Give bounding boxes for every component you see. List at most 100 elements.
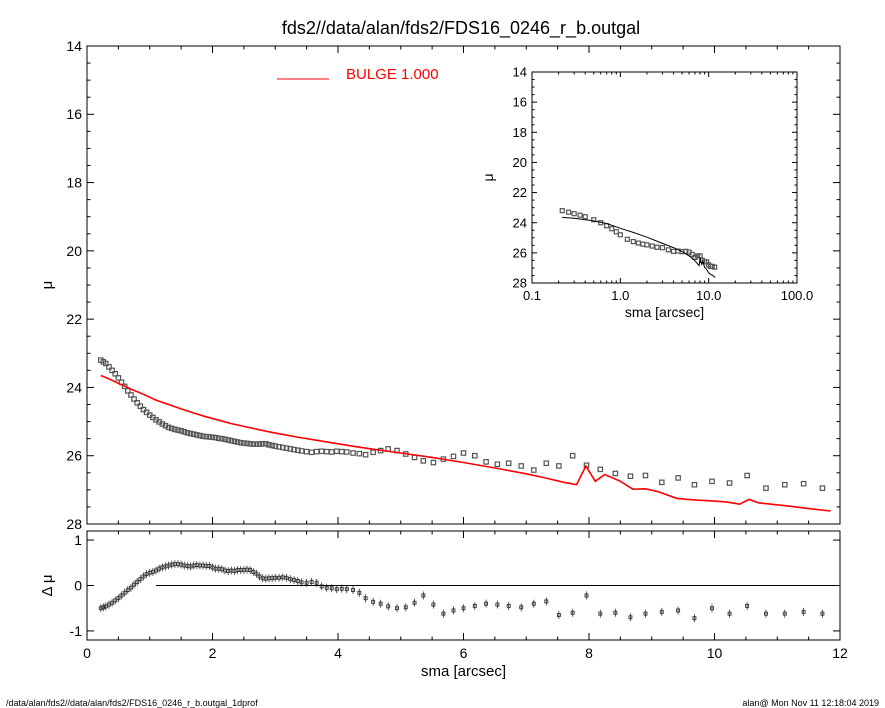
residual-point — [506, 603, 511, 608]
data-point — [194, 432, 200, 438]
data-point — [212, 434, 219, 441]
data-point — [287, 446, 294, 452]
y-tick-label: -1 — [70, 623, 83, 639]
data-point — [450, 453, 457, 460]
data-point — [181, 429, 188, 435]
residual-point — [254, 571, 259, 576]
residual-point — [292, 578, 297, 582]
data-point — [241, 440, 247, 446]
data-point — [654, 244, 660, 250]
data-point — [483, 459, 489, 465]
data-point — [272, 443, 279, 449]
data-point — [165, 424, 172, 431]
data-point — [763, 485, 769, 491]
residual-point — [519, 605, 524, 610]
data-point — [124, 388, 131, 394]
x-tick-label: 100.0 — [781, 288, 814, 303]
data-point — [256, 441, 263, 447]
data-point — [460, 450, 467, 456]
residual-point — [319, 584, 324, 589]
data-point — [649, 243, 655, 249]
data-point — [308, 449, 315, 456]
y-axis-label: μ — [480, 173, 496, 181]
residual-point — [116, 596, 121, 601]
residual-point — [288, 577, 293, 582]
data-point — [712, 264, 718, 270]
data-point — [219, 435, 225, 442]
data-point — [569, 452, 576, 459]
data-point — [175, 427, 181, 433]
residual-point — [351, 588, 356, 592]
footer-filepath: /data/alan/fds2//data/alan/fds2/FDS16_02… — [6, 698, 258, 708]
residual-point — [280, 575, 285, 580]
residual-point — [598, 611, 603, 616]
residual-point — [727, 611, 732, 616]
data-point — [624, 236, 630, 242]
residual-point — [628, 615, 633, 620]
residual-point — [643, 611, 648, 616]
data-point — [577, 212, 583, 218]
data-point — [350, 450, 356, 456]
data-point — [613, 229, 619, 235]
model-curve — [562, 216, 716, 278]
data-point — [430, 459, 437, 466]
data-point — [190, 431, 197, 438]
data-point — [228, 437, 235, 444]
data-point — [665, 247, 671, 253]
residual-point — [110, 600, 115, 605]
data-point — [244, 440, 250, 447]
data-point — [356, 450, 363, 457]
data-point — [691, 481, 698, 488]
residual-point — [128, 585, 133, 590]
data-point — [276, 444, 282, 450]
x-tick-label: 12 — [832, 645, 848, 661]
residual-point — [692, 616, 697, 621]
x-tick-label: 1.0 — [611, 288, 629, 303]
data-point — [283, 445, 290, 452]
data-point — [627, 473, 634, 480]
data-point — [640, 241, 646, 247]
residual-point — [344, 587, 349, 592]
model-curve — [100, 374, 831, 512]
data-point — [115, 375, 122, 381]
data-point — [225, 437, 231, 443]
residual-point — [676, 608, 681, 613]
y-tick-label: 24 — [513, 215, 527, 230]
data-point — [106, 364, 112, 370]
legend-label: BULGE 1.000 — [346, 66, 439, 83]
y-tick-label: 16 — [66, 106, 82, 122]
residual-point — [801, 609, 806, 614]
residual-point — [314, 580, 319, 585]
y-tick-label: 18 — [66, 174, 82, 190]
residual-point — [403, 605, 408, 610]
data-point — [635, 240, 641, 246]
data-point — [642, 472, 649, 479]
x-tick-label: 4 — [334, 645, 342, 661]
y-axis-label: μ — [39, 281, 56, 290]
data-point — [103, 360, 109, 367]
data-point — [313, 448, 320, 455]
residual-point — [334, 587, 339, 592]
data-point — [800, 480, 807, 487]
residual-point — [386, 604, 391, 609]
data-point — [172, 426, 178, 433]
data-point — [518, 463, 525, 469]
residual-point — [339, 586, 344, 591]
residual-point — [745, 603, 750, 608]
x-tick-label: 0 — [83, 645, 91, 661]
data-point — [298, 448, 305, 454]
data-point — [582, 214, 588, 220]
data-point — [617, 232, 623, 238]
residual-point — [363, 596, 368, 601]
data-point — [128, 392, 134, 398]
data-point — [659, 245, 666, 251]
residual-point — [441, 611, 446, 616]
x-axis-label: sma [arcsec] — [421, 663, 506, 680]
data-point — [222, 436, 228, 443]
residual-point — [764, 611, 768, 616]
plot-frame — [531, 71, 798, 284]
data-point — [318, 448, 325, 455]
data-point — [323, 448, 330, 455]
data-point — [187, 430, 194, 437]
y-tick-label: 14 — [513, 65, 527, 80]
